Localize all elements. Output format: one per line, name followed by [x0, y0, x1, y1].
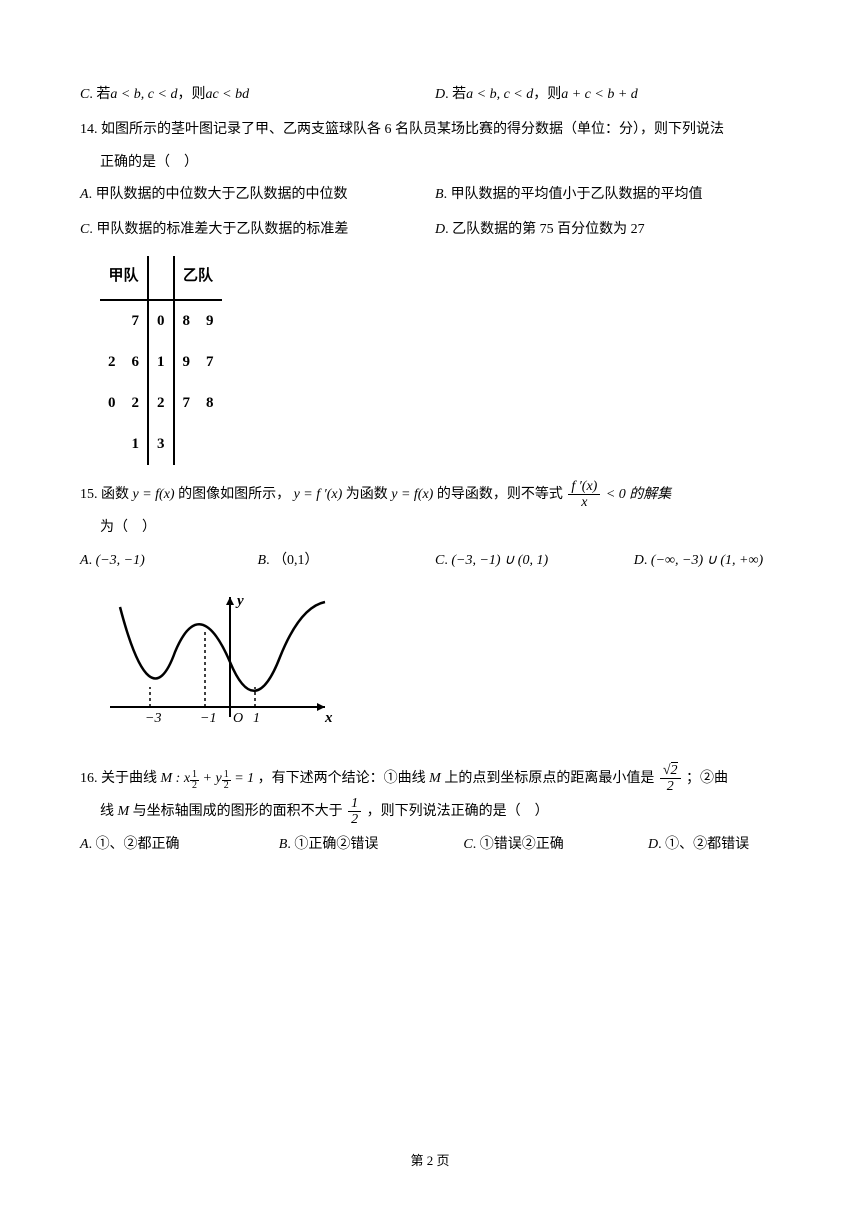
option-label: C	[463, 830, 472, 861]
option-text: （0,1）	[273, 546, 319, 577]
exponent: 12	[190, 770, 199, 791]
page-footer: 第 2 页	[0, 1147, 860, 1176]
exponent: 12	[222, 770, 231, 791]
table-row: 7 0 8 9	[100, 300, 222, 342]
q16-option-a: A. ①、②都正确	[80, 830, 279, 861]
fraction: √2 2	[660, 764, 681, 794]
fraction: 1 2	[348, 797, 361, 827]
option-label: D	[435, 80, 445, 111]
q15-stem-cont: 为（ ）	[80, 513, 790, 544]
question-number: 15.	[80, 487, 98, 502]
q16-option-d: D. ①、②都错误	[648, 830, 790, 861]
option-text: 乙队数据的第 75 百分位数为 27	[452, 215, 645, 246]
option-label: A	[80, 830, 89, 861]
q13-option-c: C. 若 a < b, c < d ，则 ac < bd	[80, 80, 435, 111]
option-text: ①正确②错误	[294, 830, 378, 861]
option-label: D	[648, 830, 658, 861]
stem-leaf-plot: 甲队 乙队 7 0 8 9 2 6 1 9 7 0 2 2 7 8 1 3	[100, 256, 790, 465]
math-expr: a < b, c < d	[110, 80, 177, 111]
option-text: (−3, −1) ∪ (0, 1)	[451, 546, 548, 577]
option-text: ①、②都错误	[665, 830, 749, 861]
stem-text: 如图所示的茎叶图记录了甲、乙两支篮球队各 6 名队员某场比赛的得分数据（单位：分…	[101, 122, 724, 137]
option-label: B	[258, 546, 267, 577]
q16-option-c: C. ①错误②正确	[463, 830, 648, 861]
y-axis-label: y	[235, 593, 244, 609]
option-text: 甲队数据的标准差大于乙队数据的标准差	[96, 215, 348, 246]
right-header: 乙队	[174, 256, 222, 300]
q16-options: A. ①、②都正确 B. ①正确②错误 C. ①错误②正确 D. ①、②都错误	[80, 830, 790, 861]
option-text: 甲队数据的平均值小于乙队数据的平均值	[451, 180, 703, 211]
function-graph: −3 −1 O 1 x y	[100, 587, 790, 750]
math-expr: ac < bd	[205, 80, 249, 111]
q15-option-b: B. （0,1）	[258, 546, 436, 577]
q14-option-b: B. 甲队数据的平均值小于乙队数据的平均值	[435, 180, 790, 211]
option-label: D	[435, 215, 445, 246]
table-row: 2 6 1 9 7	[100, 342, 222, 383]
q16-option-b: B. ①正确②错误	[279, 830, 464, 861]
option-label: A	[80, 180, 89, 211]
option-text: ①错误②正确	[480, 830, 564, 861]
fraction: f ′(x) x	[568, 480, 600, 510]
left-header: 甲队	[100, 256, 148, 300]
q14-option-a: A. 甲队数据的中位数大于乙队数据的中位数	[80, 180, 435, 211]
q15-option-d: D. (−∞, −3) ∪ (1, +∞)	[634, 546, 790, 577]
q15-stem: 15. 函数 y = f(x) 的图像如图所示， y = f ′(x) 为函数 …	[80, 480, 790, 511]
q14-options-ab: A. 甲队数据的中位数大于乙队数据的中位数 B. 甲队数据的平均值小于乙队数据的…	[80, 180, 790, 211]
table-row: 1 3	[100, 424, 222, 465]
option-text: 甲队数据的中位数大于乙队数据的中位数	[96, 180, 348, 211]
option-label: C	[80, 80, 89, 111]
option-label: B	[279, 830, 288, 861]
q14-stem: 14. 如图所示的茎叶图记录了甲、乙两支篮球队各 6 名队员某场比赛的得分数据（…	[80, 115, 790, 146]
x-axis-label: x	[324, 710, 333, 726]
q15-option-a: A. (−3, −1)	[80, 546, 258, 577]
x-tick: 1	[253, 711, 260, 726]
option-label: A	[80, 546, 89, 577]
math-expr: a < b, c < d	[466, 80, 533, 111]
option-label: B	[435, 180, 444, 211]
origin-label: O	[233, 711, 243, 726]
math-expr: a + c < b + d	[561, 80, 638, 111]
q16-stem: 16. 关于曲线 M : x12 + y12 = 1 ，有下述两个结论：①曲线 …	[80, 764, 790, 795]
option-text: 若	[452, 80, 466, 111]
question-number: 16.	[80, 772, 98, 787]
option-text: (−3, −1)	[96, 546, 145, 577]
q14-option-c: C. 甲队数据的标准差大于乙队数据的标准差	[80, 215, 435, 246]
q14-options-cd: C. 甲队数据的标准差大于乙队数据的标准差 D. 乙队数据的第 75 百分位数为…	[80, 215, 790, 246]
option-text: ①、②都正确	[96, 830, 180, 861]
option-label: D	[634, 546, 644, 577]
q16-stem-cont: 线 M 与坐标轴围成的图形的面积不大于 1 2 ，则下列说法正确的是（ ）	[80, 797, 790, 828]
q14-option-d: D. 乙队数据的第 75 百分位数为 27	[435, 215, 790, 246]
x-tick: −1	[200, 711, 216, 726]
q15-options: A. (−3, −1) B. （0,1） C. (−3, −1) ∪ (0, 1…	[80, 546, 790, 577]
table-row: 0 2 2 7 8	[100, 383, 222, 424]
x-tick: −3	[145, 711, 161, 726]
option-text: 若	[96, 80, 110, 111]
q13-option-d: D. 若 a < b, c < d ，则 a + c < b + d	[435, 80, 790, 111]
option-label: C	[80, 215, 89, 246]
q14-stem-cont: 正确的是（ ）	[80, 148, 790, 179]
option-label: C	[435, 546, 444, 577]
q13-options-cd: C. 若 a < b, c < d ，则 ac < bd D. 若 a < b,…	[80, 80, 790, 111]
option-text: (−∞, −3) ∪ (1, +∞)	[651, 546, 763, 577]
question-number: 14.	[80, 122, 98, 137]
q15-option-c: C. (−3, −1) ∪ (0, 1)	[435, 546, 634, 577]
